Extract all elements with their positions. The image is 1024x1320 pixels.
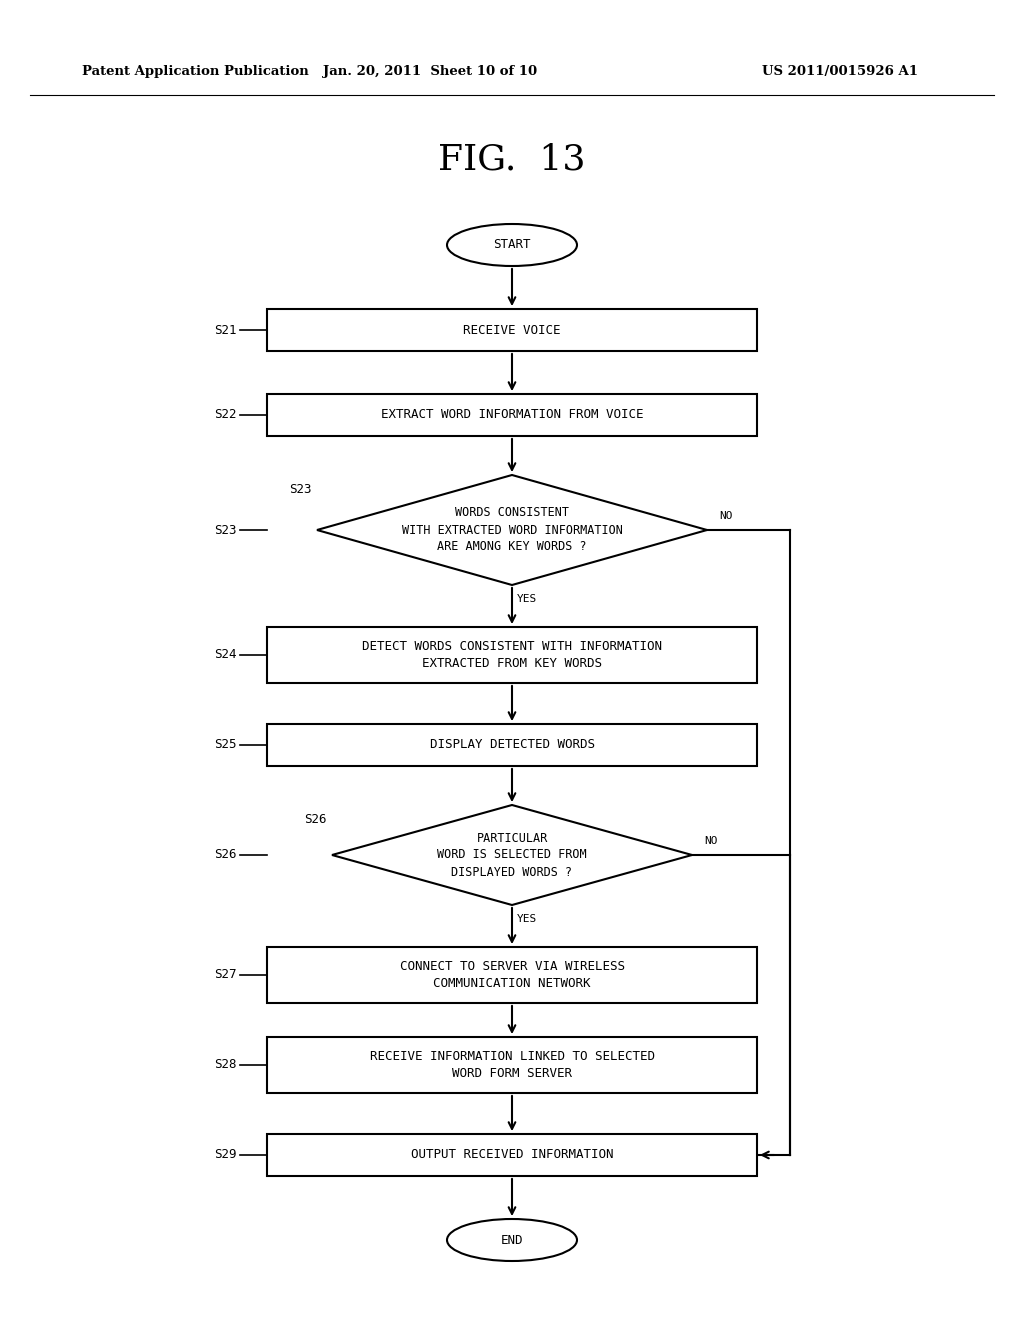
Text: S22: S22 (214, 408, 237, 421)
Text: RECEIVE INFORMATION LINKED TO SELECTED
WORD FORM SERVER: RECEIVE INFORMATION LINKED TO SELECTED W… (370, 1049, 654, 1080)
Text: Jan. 20, 2011  Sheet 10 of 10: Jan. 20, 2011 Sheet 10 of 10 (323, 66, 537, 78)
Text: NO: NO (719, 511, 732, 521)
Text: EXTRACT WORD INFORMATION FROM VOICE: EXTRACT WORD INFORMATION FROM VOICE (381, 408, 643, 421)
Text: S23: S23 (290, 483, 312, 496)
Text: PARTICULAR
WORD IS SELECTED FROM
DISPLAYED WORDS ?: PARTICULAR WORD IS SELECTED FROM DISPLAY… (437, 832, 587, 879)
Text: YES: YES (517, 913, 538, 924)
Text: FIG.  13: FIG. 13 (438, 143, 586, 177)
Text: RECEIVE VOICE: RECEIVE VOICE (463, 323, 561, 337)
Text: END: END (501, 1233, 523, 1246)
Text: S29: S29 (214, 1148, 237, 1162)
Text: S26: S26 (214, 849, 237, 862)
Text: NO: NO (705, 836, 718, 846)
Text: S27: S27 (214, 969, 237, 982)
Text: US 2011/0015926 A1: US 2011/0015926 A1 (762, 66, 918, 78)
Text: DISPLAY DETECTED WORDS: DISPLAY DETECTED WORDS (429, 738, 595, 751)
Text: S21: S21 (214, 323, 237, 337)
Text: START: START (494, 239, 530, 252)
Text: S23: S23 (214, 524, 237, 536)
Text: CONNECT TO SERVER VIA WIRELESS
COMMUNICATION NETWORK: CONNECT TO SERVER VIA WIRELESS COMMUNICA… (399, 960, 625, 990)
Text: WORDS CONSISTENT
WITH EXTRACTED WORD INFORMATION
ARE AMONG KEY WORDS ?: WORDS CONSISTENT WITH EXTRACTED WORD INF… (401, 507, 623, 553)
Text: S28: S28 (214, 1059, 237, 1072)
Text: S25: S25 (214, 738, 237, 751)
Text: S24: S24 (214, 648, 237, 661)
Text: DETECT WORDS CONSISTENT WITH INFORMATION
EXTRACTED FROM KEY WORDS: DETECT WORDS CONSISTENT WITH INFORMATION… (362, 640, 662, 671)
Text: OUTPUT RECEIVED INFORMATION: OUTPUT RECEIVED INFORMATION (411, 1148, 613, 1162)
Text: S26: S26 (304, 813, 327, 826)
Text: YES: YES (517, 594, 538, 605)
Text: Patent Application Publication: Patent Application Publication (82, 66, 309, 78)
